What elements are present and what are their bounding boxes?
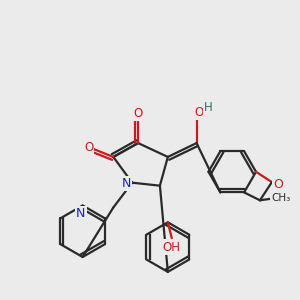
Text: OH: OH [163, 241, 181, 254]
Text: O: O [134, 107, 143, 120]
Text: O: O [194, 106, 203, 119]
Text: H: H [204, 101, 213, 114]
Text: CH₃: CH₃ [271, 193, 290, 203]
Text: N: N [122, 177, 131, 190]
Text: N: N [76, 207, 85, 220]
Text: O: O [273, 178, 283, 190]
Text: O: O [84, 140, 93, 154]
